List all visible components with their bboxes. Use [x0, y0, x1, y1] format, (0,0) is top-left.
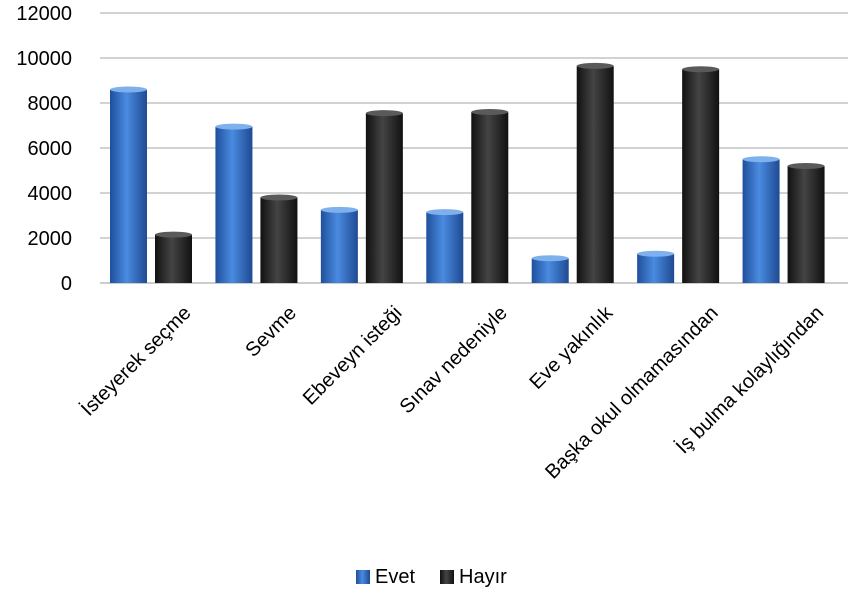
- y-axis-ticks: 0 2000 4000 6000 8000 10000 12000: [16, 3, 72, 295]
- bar-evet-2: [320, 206, 358, 283]
- y-tick-label: 8000: [28, 93, 73, 115]
- x-category-label: Eve yakınlık: [525, 301, 618, 394]
- bar-hayır-4: [576, 62, 614, 283]
- bar-body: [637, 253, 675, 283]
- bars: [110, 62, 825, 283]
- legend-item-hayır: Hayır: [440, 566, 507, 588]
- bar-top: [155, 231, 192, 238]
- bar-top: [787, 163, 825, 169]
- bar-body: [471, 112, 509, 283]
- y-tick-label: 10000: [16, 48, 72, 70]
- y-tick-label: 2000: [28, 228, 73, 250]
- bar-body: [260, 197, 298, 283]
- y-tick-label: 0: [61, 273, 72, 295]
- bar-body: [215, 126, 253, 283]
- bar-top: [426, 209, 464, 216]
- bar-top: [637, 250, 675, 257]
- bar-top: [320, 206, 358, 213]
- legend-item-evet: Evet: [356, 566, 415, 588]
- bar-evet-0: [110, 86, 147, 283]
- bar-evet-4: [531, 255, 569, 283]
- bar-body: [320, 209, 358, 283]
- bar-evet-5: [637, 250, 675, 283]
- bar-hayır-6: [787, 163, 825, 283]
- bar-body: [742, 159, 780, 283]
- bar-top: [682, 66, 720, 73]
- legend: Evet Hayır: [356, 566, 507, 588]
- bar-body: [426, 212, 464, 283]
- bar-body: [682, 69, 720, 283]
- bar-evet-6: [742, 156, 780, 283]
- legend-label: Hayır: [459, 566, 507, 588]
- bar-hayır-2: [365, 110, 403, 283]
- bar-hayır-0: [155, 231, 192, 283]
- bar-body: [110, 89, 147, 283]
- bar-hayır-5: [682, 66, 720, 283]
- bar-body: [155, 234, 192, 283]
- legend-swatch: [440, 570, 454, 584]
- x-category-label: Sınav nedeniyle: [396, 302, 512, 418]
- bar-top: [110, 86, 147, 93]
- bar-body: [365, 113, 403, 283]
- bar-hayır-1: [260, 194, 298, 283]
- bar-top: [576, 62, 614, 69]
- bar-top: [260, 194, 298, 201]
- legend-swatch: [356, 570, 370, 584]
- y-tick-label: 6000: [28, 138, 73, 160]
- bar-top: [742, 156, 780, 163]
- x-category-label: Başka okul olmamasından: [541, 302, 722, 483]
- bar-hayır-3: [471, 109, 509, 283]
- bar-top: [531, 255, 569, 262]
- bar-evet-3: [426, 209, 464, 283]
- x-category-label: İsteyerek seçme: [76, 301, 195, 420]
- y-tick-label: 12000: [16, 3, 72, 25]
- bar-body: [787, 166, 825, 283]
- bar-evet-1: [215, 123, 253, 283]
- bar-top: [215, 123, 253, 130]
- x-category-label: Ebeveyn isteği: [299, 302, 407, 410]
- y-tick-label: 4000: [28, 183, 73, 205]
- legend-label: Evet: [375, 566, 415, 588]
- bar-top: [471, 109, 509, 115]
- bar-body: [576, 65, 614, 283]
- bar-top: [365, 110, 403, 117]
- x-category-label: Sevme: [241, 302, 301, 362]
- bar-body: [531, 258, 569, 283]
